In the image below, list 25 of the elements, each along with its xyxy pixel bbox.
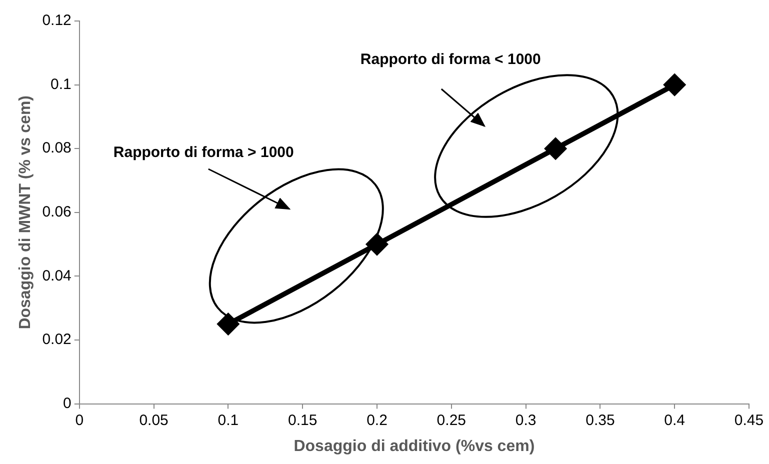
x-tick-label: 0.1 [218,412,239,429]
point [366,234,388,255]
x-axis-title: Dosaggio di additivo (%vs cem) [294,438,535,455]
x-tick-label: 0.4 [664,412,686,429]
x-tick-label: 0.05 [139,412,168,429]
x-tick-label: 0.25 [436,412,466,429]
annotation: Rapporto di forma > 1000 [113,144,294,161]
x-tick-label: 0.2 [366,412,388,429]
x-tick-label: 0 [75,412,84,429]
y-axis-title: Dosaggio di MWNT (% vs cem) [17,96,34,330]
point [545,138,566,160]
x-tick-label: 0.35 [586,412,615,429]
y-tick-label: 0.12 [42,12,72,30]
y-tick-label: 0 [63,394,72,412]
x-tick-label: 0.45 [734,412,764,429]
y-tick-label: 0.06 [42,204,72,221]
y-tick-label: 0.1 [50,76,72,93]
annotation: Rapporto di forma < 1000 [360,51,541,68]
point [664,74,686,96]
x-tick-label: 0.3 [515,412,536,429]
y-tick-label: 0.02 [42,331,72,348]
y-tick-label: 0.08 [42,140,72,157]
point [218,314,239,335]
x-tick-label: 0.15 [288,412,318,429]
y-tick-label: 0.04 [42,267,72,284]
